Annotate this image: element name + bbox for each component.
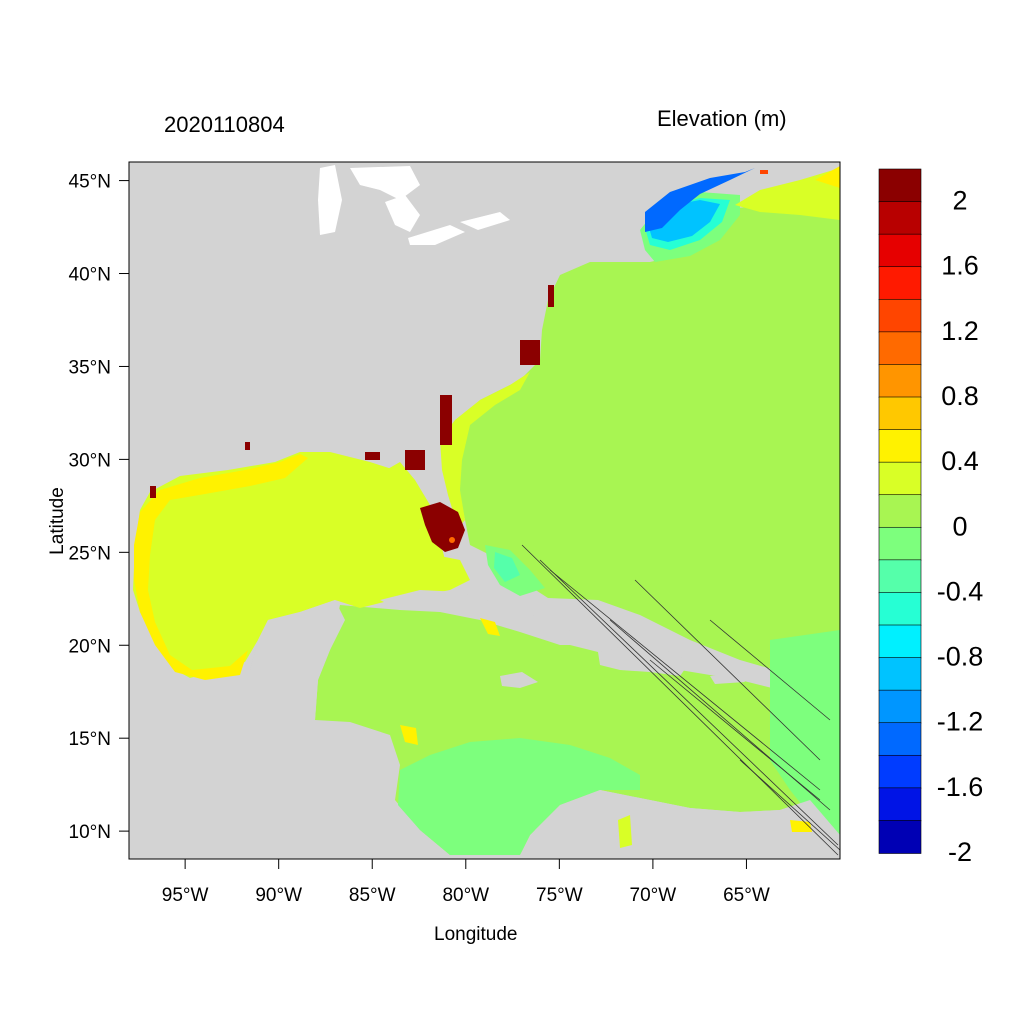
colorbar-swatch (878, 820, 922, 854)
lat-tick-label: 20°N (69, 636, 111, 657)
great-lakes (318, 165, 510, 245)
southeast-caribbean-surge (790, 820, 812, 832)
honduras-surge (400, 725, 418, 745)
colorbar-tick-label: -2 (948, 837, 972, 867)
colorbar-tick-label: -0.8 (937, 642, 984, 672)
track-lines (521, 544, 840, 856)
coastal-flood-pixels (150, 170, 768, 498)
colorbar (878, 168, 922, 854)
lat-tick-label: 30°N (69, 450, 111, 471)
colorbar-tick-label: -1.2 (937, 707, 984, 737)
colorbar-tick-label: -1.6 (937, 772, 984, 802)
lon-tick-label: 95°W (162, 885, 209, 906)
colorbar-swatch (878, 657, 922, 691)
south-america (520, 790, 840, 859)
lon-tick-label: 90°W (255, 885, 302, 906)
colorbar-swatch (878, 266, 922, 301)
lat-tick-label: 40°N (69, 265, 111, 286)
lat-tick-label: 35°N (69, 357, 111, 378)
colorbar-swatch (878, 331, 922, 366)
colorbar-title: Elevation (m) (657, 106, 787, 131)
colorbar-swatch (878, 592, 922, 626)
colorbar-swatch (878, 168, 922, 203)
scotian-shelf-surge (735, 168, 840, 220)
colorbar-labels: 2 1.6 1.2 0.8 0.4 0 -0.4 -0.8 -1.2 -1.6 -2 (937, 186, 984, 867)
date-label: 2020110804 (164, 112, 285, 137)
colorbar-tick-label: 1.2 (941, 316, 979, 346)
colorbar-tick-label: 0.4 (941, 446, 979, 476)
lon-tick-label: 75°W (536, 885, 583, 906)
lon-tick-label: 85°W (349, 885, 396, 906)
cuba-south-surge (480, 618, 500, 636)
hispaniola (598, 645, 690, 676)
colorbar-swatch (878, 233, 922, 268)
bahamas-shallow (494, 552, 520, 582)
nova-scotia-bright (815, 166, 840, 188)
longitude-ticks: 95°W 90°W 85°W 80°W 75°W 70°W 65°W (162, 859, 770, 906)
eastern-caribbean-lowered (770, 630, 840, 835)
colorbar-swatch (878, 429, 922, 463)
colorbar-swatch (878, 201, 922, 235)
colorbar-swatch (878, 722, 922, 757)
lat-tick-label: 45°N (69, 172, 111, 193)
x-axis-label: Longitude (434, 924, 518, 945)
colorbar-tick-label: 0.8 (941, 381, 979, 411)
colorbar-tick-label: 2 (952, 186, 967, 216)
gulf-of-mexico (133, 452, 470, 678)
colorbar-tick-label: 0 (952, 511, 967, 541)
colorbar-swatch (878, 754, 922, 789)
puerto-rico (710, 674, 745, 684)
map-frame (128, 161, 841, 860)
lat-tick-label: 25°N (69, 543, 111, 564)
florida-surge-peak (449, 537, 455, 543)
colorbar-swatch (878, 494, 922, 529)
gulf-of-maine-band3 (645, 168, 755, 232)
lon-tick-label: 70°W (630, 885, 677, 906)
colorbar-swatch (878, 787, 922, 822)
east-coast-surge (440, 372, 530, 528)
cuba (380, 590, 590, 645)
colorbar-swatch (878, 559, 922, 594)
colorbar-swatch (878, 298, 922, 333)
atlantic-ocean (455, 205, 840, 835)
colorbar-swatch (878, 364, 922, 398)
colorbar-swatch (878, 689, 922, 724)
latitude-ticks: 45°N 40°N 35°N 30°N 25°N 20°N 15°N 10°N (69, 172, 129, 843)
colorbar-swatch (878, 624, 922, 659)
lat-tick-label: 15°N (69, 729, 111, 750)
map-area (129, 162, 840, 859)
colorbar-tick-label: 1.6 (941, 251, 979, 281)
jamaica (500, 672, 538, 688)
trinidad-surge (618, 815, 632, 848)
colorbar-tick-label: -0.4 (937, 576, 984, 606)
lon-tick-label: 65°W (723, 885, 770, 906)
caribbean-south-lowered (398, 738, 640, 855)
yucatan-peninsula (250, 600, 345, 720)
colorbar-swatch (878, 396, 922, 431)
colorbar-swatch (878, 461, 922, 496)
lon-tick-label: 80°W (442, 885, 489, 906)
lat-tick-label: 10°N (69, 822, 111, 843)
colorbar-swatch (878, 526, 922, 561)
